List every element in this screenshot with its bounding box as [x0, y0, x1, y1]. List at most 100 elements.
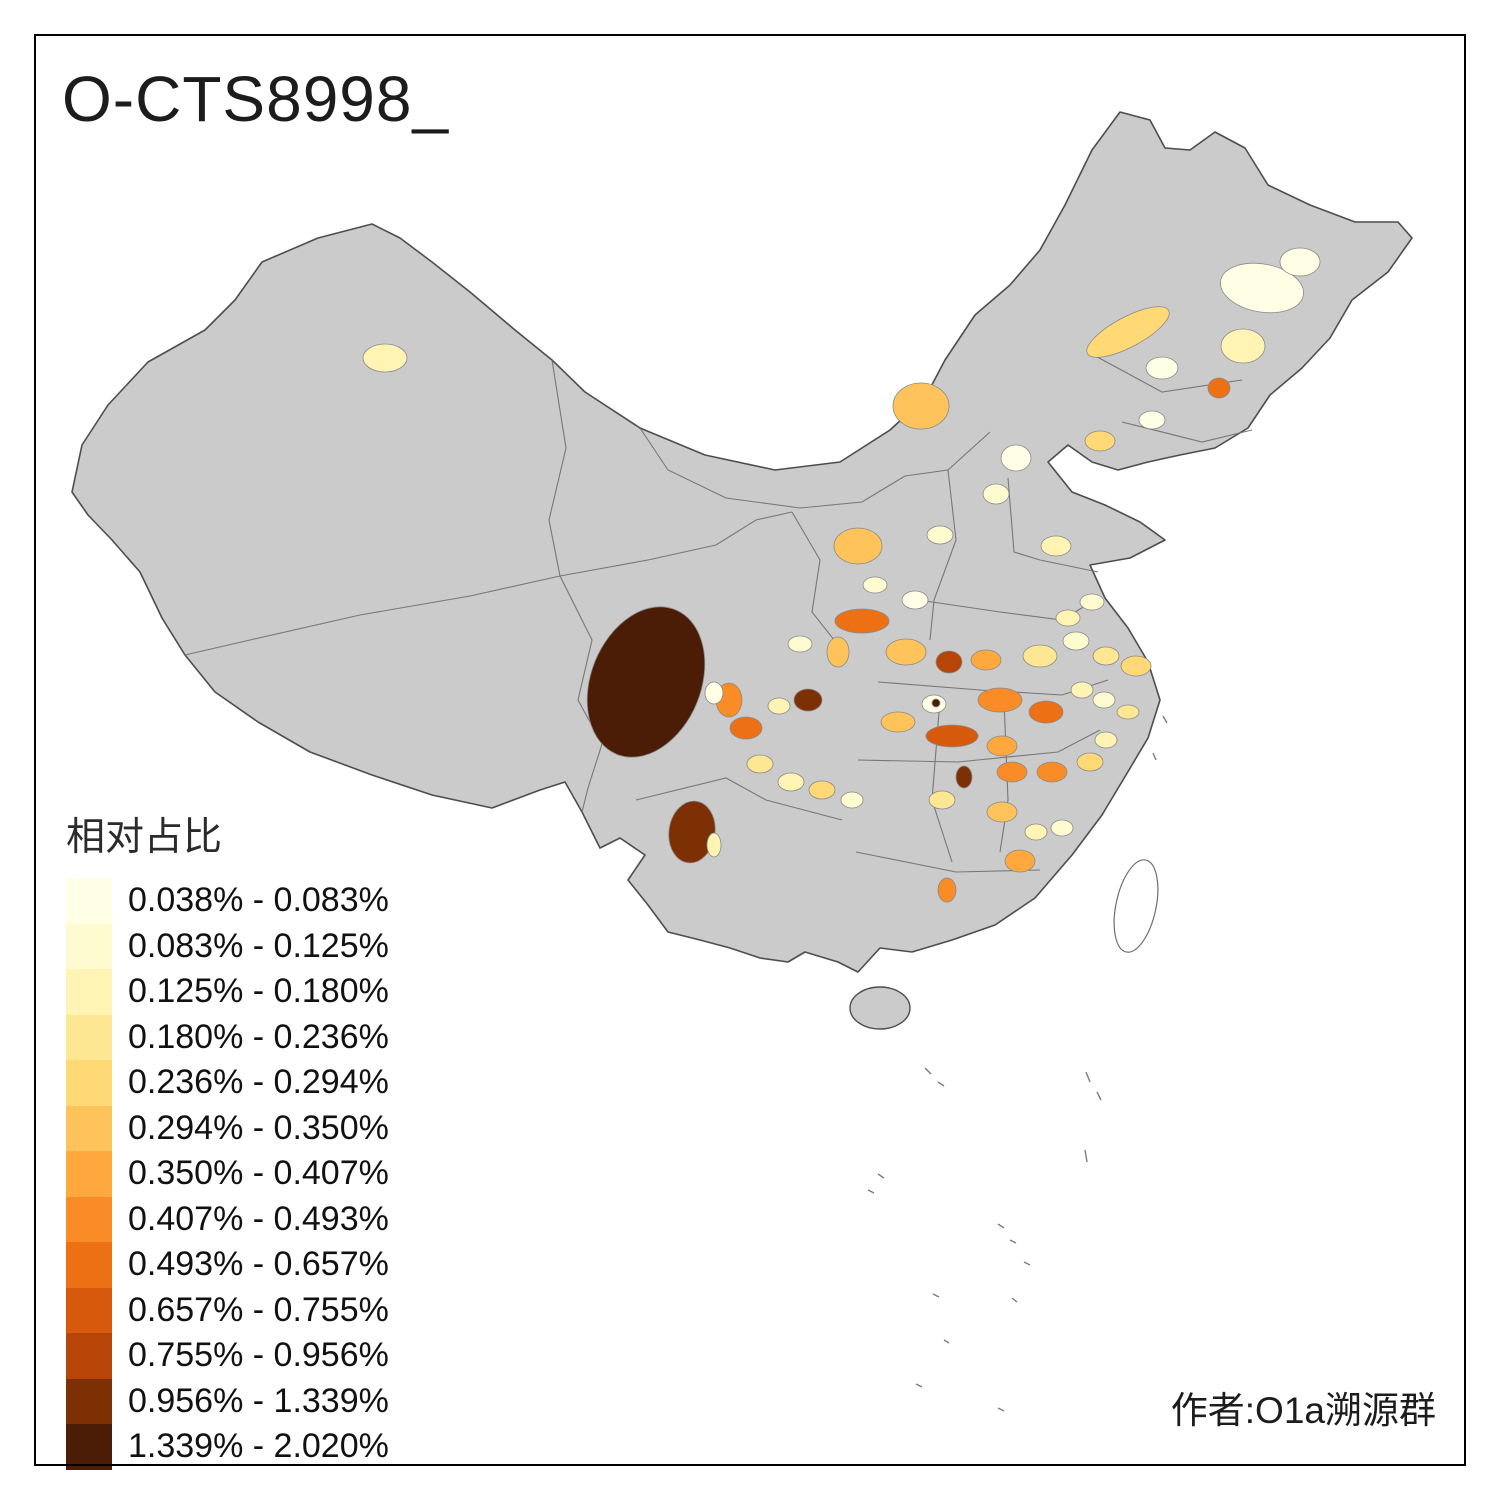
map-region-class-6	[833, 527, 883, 565]
map-region-class-2	[1092, 691, 1116, 709]
map-region-class-1	[1138, 410, 1166, 430]
legend-swatch	[66, 1287, 112, 1333]
hainan-island	[849, 986, 911, 1030]
legend-swatch	[66, 1060, 112, 1106]
legend-item: 0.956% - 1.339%	[66, 1378, 389, 1424]
map-region-class-8	[996, 761, 1028, 783]
map-region-class-3	[706, 832, 722, 858]
page-title: O-CTS8998_	[62, 63, 450, 135]
legend-item: 0.180% - 0.236%	[66, 1014, 389, 1060]
legend-class-label: 0.493% - 0.657%	[128, 1245, 389, 1284]
map-region-class-3	[1040, 535, 1072, 557]
map-region-class-4	[928, 790, 956, 810]
map-region-class-3	[362, 343, 408, 373]
legend: 相对占比 0.038% - 0.083% 0.083% - 0.125% 0.125…	[66, 806, 389, 1470]
map-region-class-13	[931, 698, 941, 708]
map-region-class-5	[1086, 306, 1170, 358]
map-region-class-9	[1028, 700, 1064, 724]
legend-swatch	[66, 1105, 112, 1151]
map-region-class-12	[793, 688, 823, 712]
map-region-class-2	[926, 525, 954, 545]
map-region-class-2	[1050, 819, 1074, 837]
map-region-class-1	[1000, 444, 1032, 472]
map-region-class-9	[729, 716, 763, 740]
map-region-class-5	[1076, 752, 1104, 772]
map-region-class-6	[880, 711, 916, 733]
map-region-class-1	[704, 681, 724, 705]
legend-item: 0.038% - 0.083%	[66, 878, 389, 924]
legend-swatch	[66, 1151, 112, 1197]
map-region-class-7	[986, 735, 1018, 757]
map-region-class-4	[1092, 646, 1120, 666]
legend-class-label: 0.125% - 0.180%	[128, 972, 389, 1011]
map-region-class-3	[1024, 823, 1048, 841]
map-region-class-2	[840, 791, 864, 809]
map-region-class-3	[1220, 328, 1266, 364]
map-region-class-4	[746, 754, 774, 774]
legend-class-label: 0.956% - 1.339%	[128, 1381, 389, 1420]
map-region-class-5	[1084, 430, 1116, 452]
map-region-class-12	[955, 765, 973, 789]
map-region-class-3	[1094, 731, 1118, 749]
map-region-class-7	[1004, 849, 1036, 873]
map-region-class-6	[892, 382, 950, 430]
legend-item: 0.294% - 0.350%	[66, 1105, 389, 1151]
legend-item: 0.493% - 0.657%	[66, 1242, 389, 1288]
legend-item: 0.755% - 0.956%	[66, 1333, 389, 1379]
china-mainland-shape	[71, 111, 1413, 973]
legend-class-label: 1.339% - 2.020%	[128, 1427, 389, 1466]
map-region-class-2	[787, 635, 813, 653]
legend-item: 0.657% - 0.755%	[66, 1287, 389, 1333]
map-region-class-2	[1062, 631, 1090, 651]
legend-swatch	[66, 1333, 112, 1379]
legend-class-label: 0.038% - 0.083%	[128, 881, 389, 920]
map-region-class-7	[970, 649, 1002, 671]
legend-swatch	[66, 923, 112, 969]
map-region-class-1	[1220, 262, 1304, 314]
legend-swatch	[66, 878, 112, 924]
legend-title: 相对占比	[66, 816, 223, 859]
legend-class-label: 0.294% - 0.350%	[128, 1108, 389, 1147]
map-region-class-11	[935, 650, 963, 674]
map-region-class-13	[586, 606, 706, 758]
map-region-class-2	[862, 576, 888, 594]
map-region-class-6	[885, 638, 927, 666]
legend-item: 0.236% - 0.294%	[66, 1060, 389, 1106]
map-region-class-6	[986, 801, 1018, 823]
south-china-sea-islets	[867, 715, 1168, 1412]
legend-items: 0.038% - 0.083% 0.083% - 0.125% 0.125% - 0…	[66, 878, 389, 1470]
map-region-class-2	[982, 483, 1010, 505]
map-region-class-1	[901, 590, 929, 610]
author-credit: 作者:O1a溯源群	[1170, 1390, 1436, 1431]
legend-swatch	[66, 1424, 112, 1470]
map-region-class-8	[937, 877, 957, 903]
map-region-class-3	[767, 697, 791, 715]
map-region-class-2	[1079, 593, 1105, 611]
map-region-class-10	[925, 724, 979, 748]
legend-item: 0.350% - 0.407%	[66, 1151, 389, 1197]
map-region-class-6	[826, 636, 850, 668]
map-region-class-3	[1055, 609, 1081, 627]
map-region-class-3	[777, 772, 805, 792]
map-region-class-8	[1036, 761, 1068, 783]
legend-swatch	[66, 1014, 112, 1060]
legend-class-label: 0.755% - 0.956%	[128, 1336, 389, 1375]
legend-swatch	[66, 969, 112, 1015]
legend-class-label: 0.236% - 0.294%	[128, 1063, 389, 1102]
map-region-class-8	[977, 687, 1023, 713]
colored-regions	[362, 247, 1321, 903]
map-region-class-5	[1120, 655, 1152, 677]
legend-class-label: 0.657% - 0.755%	[128, 1290, 389, 1329]
map-region-class-3	[1070, 681, 1094, 699]
map-region-class-9	[1207, 377, 1231, 399]
taiwan-island	[1113, 859, 1159, 953]
legend-class-label: 0.350% - 0.407%	[128, 1154, 389, 1193]
legend-swatch	[66, 1242, 112, 1288]
legend-swatch	[66, 1378, 112, 1424]
legend-item: 0.083% - 0.125%	[66, 923, 389, 969]
map-region-class-9	[834, 608, 890, 634]
legend-item: 0.407% - 0.493%	[66, 1196, 389, 1242]
map-region-class-5	[808, 780, 836, 800]
